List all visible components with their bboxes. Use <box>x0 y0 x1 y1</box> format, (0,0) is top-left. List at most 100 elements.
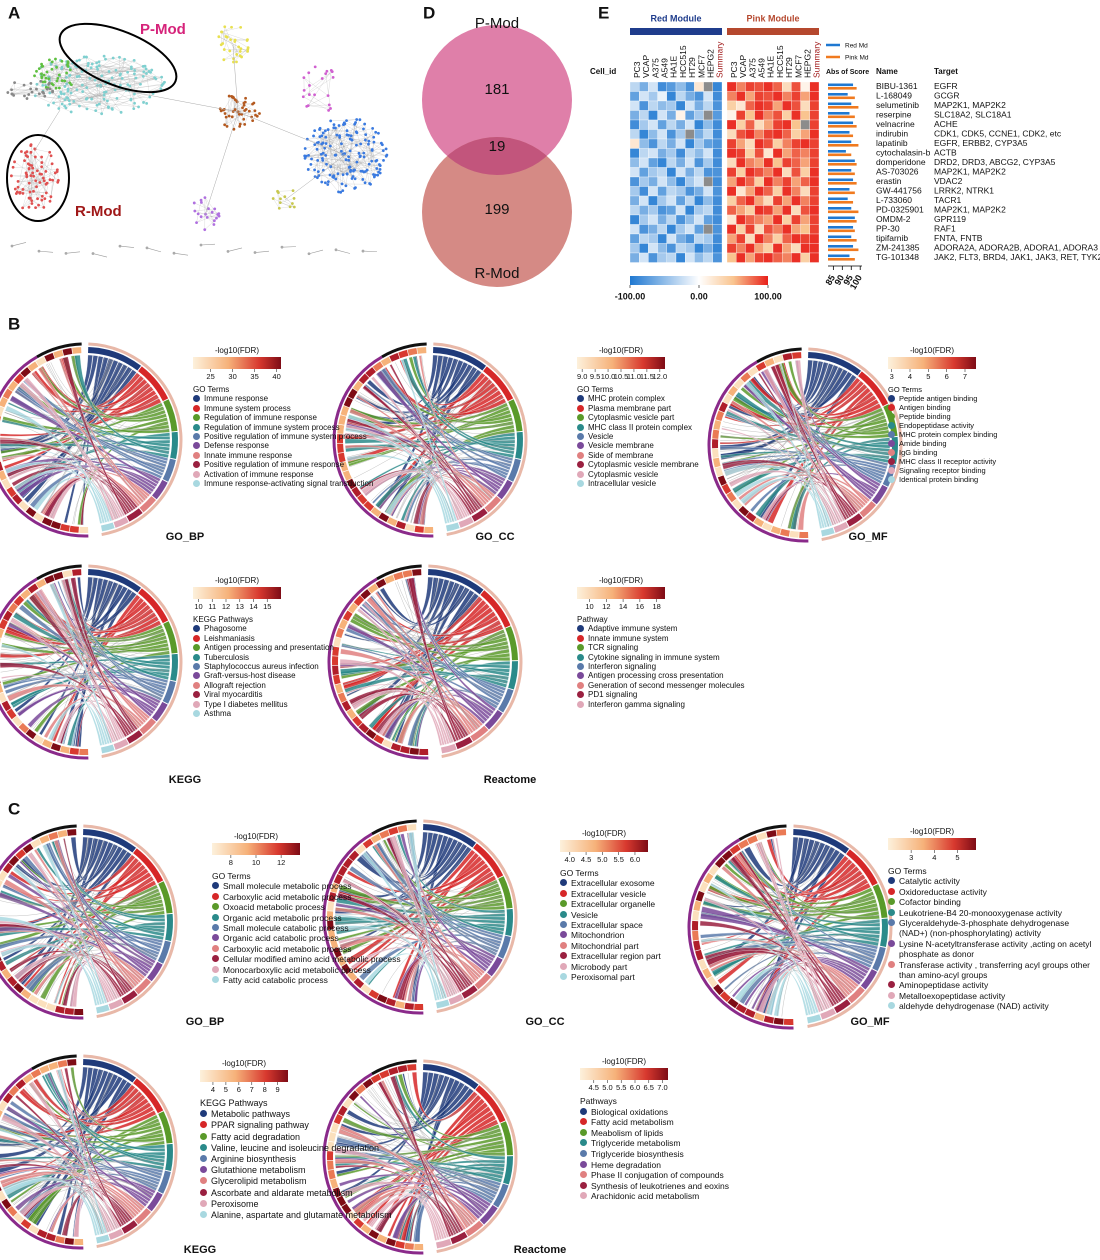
network-node <box>86 64 90 68</box>
legend-swatch <box>577 470 584 478</box>
heatmap-cell <box>675 186 686 197</box>
gene-outer-arc <box>381 342 427 359</box>
legend-item: Extracellular region part <box>560 951 720 961</box>
column-label: VCAP <box>641 55 651 78</box>
chord-ribbon <box>0 919 119 1000</box>
chord-line <box>389 837 456 995</box>
network-edge <box>18 181 48 184</box>
legend-label: Leishmaniasis <box>204 633 255 643</box>
network-node <box>316 176 319 180</box>
gene-arc <box>337 865 348 877</box>
legend-item: TCR signaling <box>577 643 777 652</box>
network-node <box>84 97 88 101</box>
legend-item: Organic acid metabolic process <box>212 913 422 923</box>
legend-swatch <box>193 404 200 412</box>
network-edge <box>335 249 351 254</box>
heatmap-cell <box>639 195 649 206</box>
gene-arc <box>744 1008 756 1018</box>
legend-label: Alanine, aspartate and glutamate metabol… <box>211 1210 392 1221</box>
network-node <box>358 154 362 158</box>
gene-arc <box>18 500 30 512</box>
gene-arc <box>375 578 387 589</box>
chord-line <box>700 876 865 941</box>
network-node <box>32 174 36 178</box>
heatmap-cell <box>666 157 677 168</box>
network-node <box>30 202 34 205</box>
legend-label: Aminopeptidase activity <box>899 980 989 991</box>
chord-line <box>416 698 480 747</box>
heatmap-cell <box>800 224 810 235</box>
gene-outer-arc <box>756 347 802 364</box>
heatmap-cell <box>675 81 686 92</box>
chord-line <box>796 391 872 530</box>
colorbar <box>580 1068 668 1080</box>
chord-title: GO_BP <box>166 531 205 543</box>
heatmap-cell <box>791 129 801 140</box>
network-edge <box>303 71 333 97</box>
chord-line <box>13 1175 153 1206</box>
heatmap-cell <box>648 138 658 149</box>
heatmap-cell <box>791 148 801 159</box>
network-node <box>84 55 88 59</box>
network-node <box>66 96 70 100</box>
heatmap-cell <box>809 195 820 206</box>
network-node <box>337 190 340 194</box>
heatmap-cell <box>809 91 820 102</box>
legend-label: Fatty acid degradation <box>211 1131 301 1142</box>
heatmap-cell <box>791 138 801 149</box>
chord-line <box>367 1089 505 1155</box>
chord-line <box>744 384 882 423</box>
gene-arc <box>69 747 79 755</box>
chord-line <box>14 867 164 912</box>
gene-arc <box>747 366 759 377</box>
chord-line <box>4 634 112 743</box>
legend-label: Phase II conjugation of compounds <box>591 1170 724 1181</box>
legend-item: Immune system process <box>193 404 383 413</box>
gene-arc <box>22 843 34 854</box>
network-link <box>34 109 61 151</box>
chord-diagram <box>707 347 903 543</box>
chord-line <box>787 483 849 529</box>
network-node <box>97 102 101 106</box>
heatmap-cell <box>703 100 713 111</box>
gene-arc <box>353 977 365 989</box>
network-node <box>313 129 317 133</box>
heatmap-cell <box>745 176 755 187</box>
network-edge <box>224 111 250 125</box>
network-node <box>128 84 132 88</box>
gene-arc <box>770 525 782 535</box>
legend-item: Cytoplasmic vesicle <box>577 470 767 479</box>
legend-swatch <box>577 423 584 431</box>
legend-item: Side of membrane <box>577 451 767 460</box>
network-node <box>370 159 374 163</box>
gene-arc <box>692 930 699 941</box>
network-node <box>233 98 237 102</box>
score-bar <box>828 248 859 252</box>
legend-swatch <box>577 451 584 459</box>
chord-line <box>2 866 145 957</box>
network-edge <box>319 129 348 131</box>
gene-arc <box>0 406 5 417</box>
term-arc <box>100 744 115 754</box>
heatmap-cell <box>754 214 764 225</box>
network-node <box>347 133 350 137</box>
chord-ribbon <box>351 690 445 746</box>
heatmap-cell <box>675 119 686 130</box>
chord-ribbon <box>77 420 169 526</box>
drug-target: MAP2K1, MAP2K2 <box>934 167 1006 177</box>
gene-outer-arc <box>687 838 794 1030</box>
legend-label: Glutathione metabolism <box>211 1165 306 1176</box>
chord-line <box>335 911 505 916</box>
legend-label: Glycerolipid metabolism <box>211 1176 307 1187</box>
network-edge <box>92 253 108 258</box>
legend-swatch <box>888 431 895 438</box>
gene-arc <box>27 583 39 594</box>
drug-name: L-733060 <box>876 195 912 205</box>
network-node <box>205 216 209 219</box>
network-edge <box>99 65 132 69</box>
gene-arc <box>358 722 370 734</box>
network-edge <box>119 245 135 248</box>
gene-outer-arc <box>707 360 809 543</box>
heatmap-cell <box>772 81 783 92</box>
network-node <box>292 205 296 209</box>
